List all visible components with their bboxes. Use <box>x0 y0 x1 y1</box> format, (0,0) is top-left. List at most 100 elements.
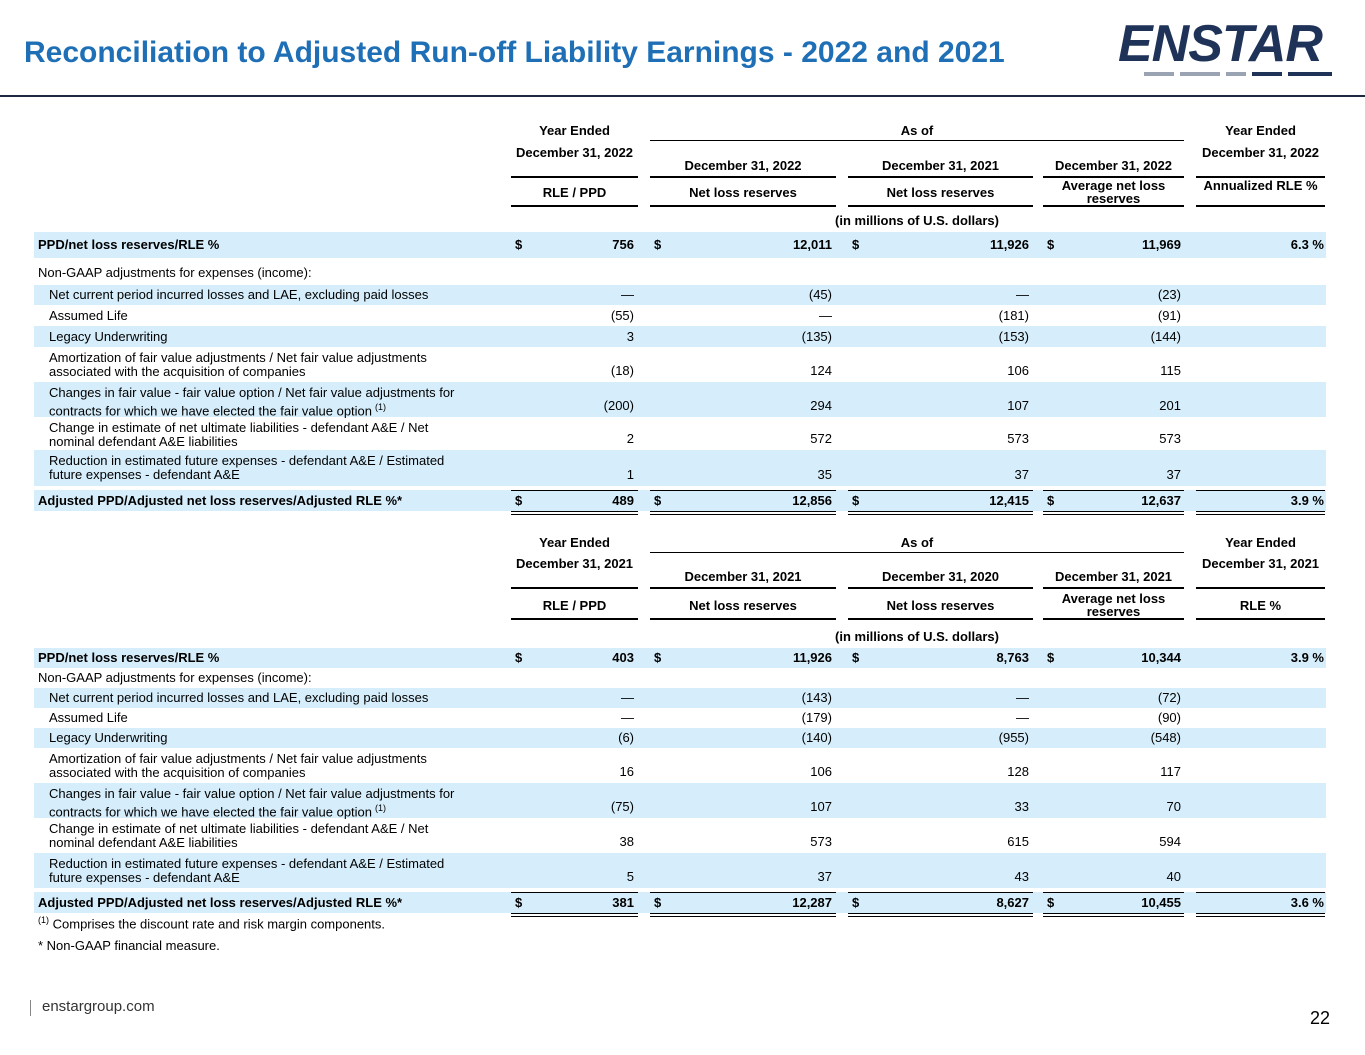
header-rule <box>650 176 836 178</box>
cell-value: — <box>621 710 634 725</box>
header-date-3: December 31, 2021 <box>881 158 1000 173</box>
total-rule <box>511 490 638 491</box>
header-date-1: December 31, 2021 <box>515 556 634 571</box>
header-rule <box>650 552 1184 553</box>
total-double-rule <box>1196 514 1325 515</box>
header-year-ended-right: Year Ended <box>1225 535 1296 550</box>
header-rule <box>1196 587 1325 589</box>
row-label: Adjusted PPD/Adjusted net loss reserves/… <box>38 492 403 508</box>
cell-value: 1 <box>626 467 634 482</box>
row-label-line2: contracts for which we have elected the … <box>49 400 386 418</box>
row-label-line2-text: associated with the acquisition of compa… <box>49 765 306 780</box>
cell-value: 403 <box>612 650 634 665</box>
total-double-rule <box>650 514 836 515</box>
header-as-of: As of <box>900 123 934 138</box>
total-rule <box>848 892 1033 893</box>
row-adjustment <box>34 326 1326 347</box>
total-double-rule <box>848 913 1033 914</box>
total-double-rule <box>1196 913 1325 914</box>
total-double-rule <box>848 514 1033 515</box>
cell-value: — <box>621 287 634 302</box>
row-label: Non-GAAP adjustments for expenses (incom… <box>38 670 312 685</box>
cell-value: 115 <box>1160 363 1181 378</box>
cell-value: 12,637 <box>1141 492 1181 508</box>
header-date-1: December 31, 2022 <box>515 145 634 160</box>
row-label-line2-text: associated with the acquisition of compa… <box>49 364 306 379</box>
cell-value: (75) <box>610 799 634 814</box>
row-label-line2: associated with the acquisition of compa… <box>49 365 306 379</box>
row-label-line2: nominal defendant A&E liabilities <box>49 435 238 449</box>
cell-value: 12,415 <box>989 492 1029 508</box>
cell-value: 572 <box>810 431 832 446</box>
cell-value: 43 <box>1014 869 1029 884</box>
total-rule <box>1043 490 1184 491</box>
header-date-4: December 31, 2021 <box>1054 569 1173 584</box>
cell-value: 40 <box>1166 869 1181 884</box>
row-label: Assumed Life <box>49 710 128 725</box>
row-ppd-total <box>34 648 1326 668</box>
row-label-line2-text: contracts for which we have elected the … <box>49 403 373 419</box>
row-ppd-total <box>34 232 1326 258</box>
row-label: Changes in fair value - fair value optio… <box>49 385 455 400</box>
total-double-rule <box>511 514 638 515</box>
page-title: Reconciliation to Adjusted Run-off Liabi… <box>24 36 1005 69</box>
total-rule <box>848 490 1033 491</box>
currency-symbol: $ <box>654 894 662 910</box>
cell-value: (181) <box>998 307 1029 323</box>
cell-value: (18) <box>610 363 634 378</box>
currency-symbol: $ <box>852 894 860 910</box>
header-metric-5: RLE % <box>1239 598 1282 613</box>
cell-value: (144) <box>1150 328 1181 344</box>
header-year-ended-right: Year Ended <box>1225 123 1296 138</box>
total-rule <box>650 892 836 893</box>
row-label: Change in estimate of net ultimate liabi… <box>49 821 429 836</box>
header-rule <box>650 140 1184 141</box>
logo-stripes-icon <box>1144 72 1332 76</box>
row-label-line2: contracts for which we have elected the … <box>49 801 386 819</box>
cell-value: 381 <box>612 894 634 910</box>
row-adjustment <box>34 285 1326 305</box>
total-double-rule <box>650 913 836 914</box>
cell-value: — <box>1016 287 1029 302</box>
row-label: Amortization of fair value adjustments /… <box>49 751 427 766</box>
cell-value: 201 <box>1159 398 1181 413</box>
cell-value: (90) <box>1157 710 1181 725</box>
header-date-2: December 31, 2022 <box>684 158 802 173</box>
header-date-5: December 31, 2022 <box>1201 145 1320 160</box>
cell-value: 615 <box>1007 834 1029 849</box>
currency-symbol: $ <box>515 894 523 910</box>
row-label: Change in estimate of net ultimate liabi… <box>49 420 429 435</box>
header-rule <box>1043 205 1184 207</box>
cell-value: 5 <box>626 869 634 884</box>
total-rule <box>1043 892 1184 893</box>
enstar-logo: ENSTAR <box>1118 15 1334 82</box>
currency-symbol: $ <box>852 650 860 665</box>
header-date-2: December 31, 2021 <box>684 569 802 584</box>
cell-value: 33 <box>1014 799 1029 814</box>
logo-wordmark: ENSTAR <box>1118 15 1323 73</box>
cell-value: 12,856 <box>792 492 832 508</box>
cell-value: 8,627 <box>996 894 1029 910</box>
total-double-rule <box>1043 514 1184 515</box>
footnote-1-text: Comprises the discount rate and risk mar… <box>52 916 386 932</box>
cell-value: 10,455 <box>1141 894 1181 910</box>
currency-symbol: $ <box>654 650 662 665</box>
header-rule <box>848 587 1033 589</box>
row-label: Net current period incurred losses and L… <box>49 690 429 705</box>
currency-symbol: $ <box>515 237 523 252</box>
header-rule <box>1196 176 1325 178</box>
total-double-rule <box>650 511 836 512</box>
cell-value: (91) <box>1157 307 1181 323</box>
header-metric-4: Average net loss reserves <box>1061 591 1166 619</box>
cell-value: 3.9 % <box>1290 650 1324 665</box>
header-rule <box>650 205 836 207</box>
cell-value: (6) <box>618 730 634 745</box>
header-rule <box>848 618 1033 620</box>
row-label-line2: future expenses - defendant A&E <box>49 871 240 885</box>
footnote-marker: (1) <box>38 915 49 925</box>
total-double-rule <box>1043 913 1184 914</box>
units-note: (in millions of U.S. dollars) <box>835 213 999 228</box>
header-rule <box>1196 618 1325 620</box>
total-rule <box>511 892 638 893</box>
header-metric-2: Net loss reserves <box>689 185 797 200</box>
